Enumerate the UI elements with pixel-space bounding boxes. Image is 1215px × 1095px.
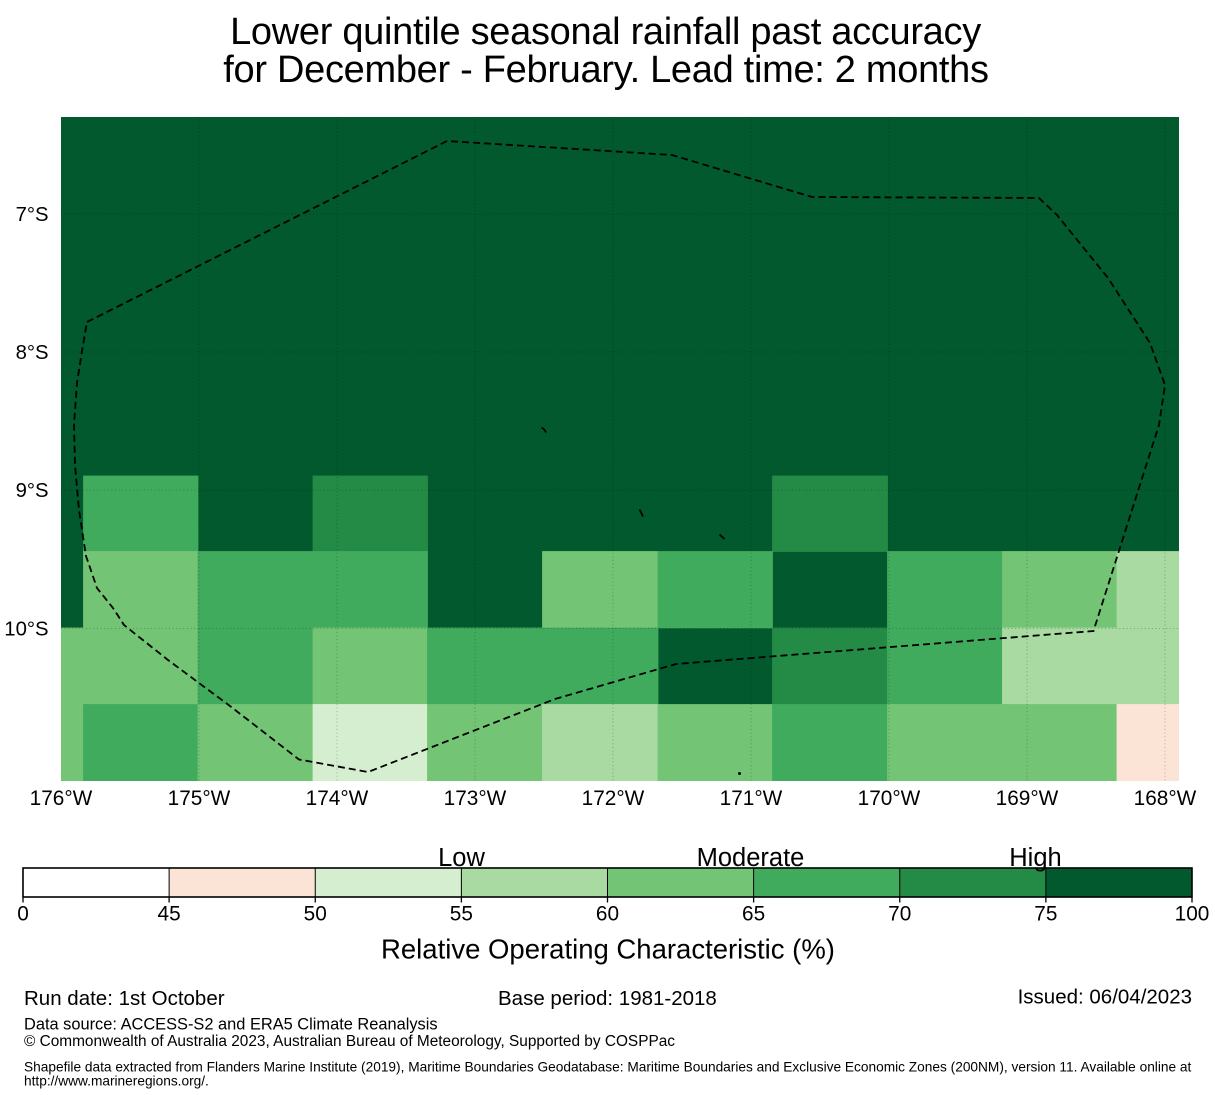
svg-text:Moderate: Moderate (697, 844, 805, 872)
svg-text:169°W: 169°W (996, 787, 1059, 810)
svg-text:http://www.marineregions.org/.: http://www.marineregions.org/. (24, 1074, 209, 1089)
svg-text:172°W: 172°W (582, 787, 645, 810)
svg-text:173°W: 173°W (444, 787, 507, 810)
svg-text:for December - February. Lead: for December - February. Lead time: 2 mo… (223, 49, 988, 91)
svg-text:Lower quintile seasonal rainfa: Lower quintile seasonal rainfall past ac… (230, 11, 981, 53)
svg-text:Data source: ACCESS-S2 and ERA: Data source: ACCESS-S2 and ERA5 Climate … (24, 1016, 438, 1034)
svg-text:Issued: 06/04/2023: Issued: 06/04/2023 (1018, 986, 1192, 1009)
svg-text:Relative Operating Characteris: Relative Operating Characteristic (%) (381, 934, 835, 965)
svg-text:0: 0 (17, 903, 29, 926)
svg-text:Shapefile data extracted from: Shapefile data extracted from Flanders M… (24, 1060, 1192, 1075)
svg-text:Run date: 1st October: Run date: 1st October (24, 987, 225, 1010)
svg-text:168°W: 168°W (1134, 787, 1197, 810)
svg-text:8°S: 8°S (16, 342, 49, 364)
svg-text:60: 60 (596, 903, 619, 926)
svg-text:Low: Low (438, 844, 485, 872)
svg-text:Base period: 1981-2018: Base period: 1981-2018 (498, 987, 717, 1010)
svg-text:High: High (1009, 844, 1061, 872)
svg-text:65: 65 (742, 903, 765, 926)
svg-text:7°S: 7°S (16, 204, 49, 226)
svg-text:176°W: 176°W (30, 787, 93, 810)
svg-text:9°S: 9°S (16, 480, 49, 502)
svg-text:174°W: 174°W (306, 787, 369, 810)
svg-text:© Commonwealth of Australia 20: © Commonwealth of Australia 2023, Austra… (24, 1033, 675, 1050)
svg-text:175°W: 175°W (168, 787, 231, 810)
svg-text:50: 50 (304, 903, 327, 926)
svg-text:75: 75 (1034, 903, 1057, 926)
svg-text:70: 70 (888, 903, 911, 926)
svg-text:45: 45 (158, 903, 181, 926)
svg-text:171°W: 171°W (720, 787, 783, 810)
svg-text:100: 100 (1175, 903, 1210, 926)
svg-text:170°W: 170°W (858, 787, 921, 810)
svg-text:10°S: 10°S (4, 619, 48, 641)
svg-text:55: 55 (450, 903, 473, 926)
